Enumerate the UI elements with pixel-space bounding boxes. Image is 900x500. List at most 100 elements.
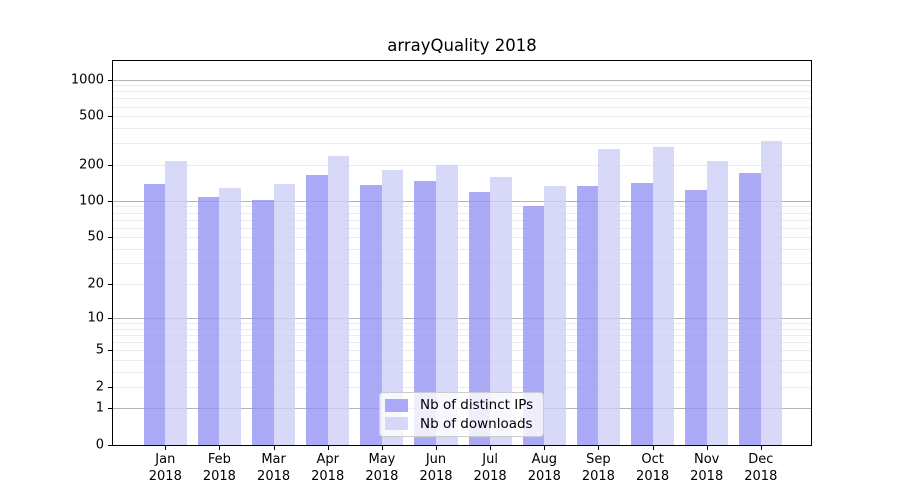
- legend-swatch-distinct-ips: [385, 398, 408, 412]
- x-tick-month-aug: Aug: [531, 452, 557, 467]
- bar-distinct-ips-aug: [522, 205, 545, 445]
- y-tick-mark-1: [108, 408, 113, 410]
- x-tick-label-oct: Oct 2018: [636, 452, 669, 485]
- y-tick-mark-5: [108, 350, 113, 352]
- gridline-major-10: [113, 318, 811, 320]
- x-tick-label-feb: Feb 2018: [203, 452, 236, 485]
- bar-downloads-jul: [490, 176, 512, 445]
- x-tick-mark-mar: [273, 446, 275, 450]
- y-tick-mark-200: [108, 164, 113, 166]
- y-tick-label-10: 10: [87, 310, 104, 326]
- gridline-minor-40: [113, 248, 811, 250]
- x-tick-label-jul: Jul 2018: [474, 452, 507, 485]
- x-tick-year-apr: 2018: [311, 468, 345, 484]
- x-tick-mark-jan: [165, 446, 167, 450]
- y-tick-label-20: 20: [87, 276, 104, 292]
- bar-distinct-ips-may: [360, 184, 382, 445]
- bar-distinct-ips-mar: [252, 199, 274, 445]
- x-tick-label-jun: Jun 2018: [419, 452, 452, 485]
- bar-downloads-may: [381, 170, 404, 445]
- x-tick-mark-oct: [652, 446, 654, 450]
- y-tick-label-5: 5: [95, 342, 104, 358]
- gridline-minor-700: [113, 98, 811, 100]
- x-tick-month-jan: Jan: [155, 452, 176, 467]
- x-tick-label-dec: Dec 2018: [744, 452, 777, 485]
- bars-layer: [113, 61, 811, 445]
- gridline-minor-500: [113, 116, 811, 118]
- x-tick-label-may: May 2018: [365, 452, 398, 485]
- legend-entry-downloads: Nb of downloads: [385, 416, 536, 432]
- chart-title: arrayQuality 2018: [387, 36, 537, 55]
- bar-distinct-ips-jun: [414, 181, 436, 445]
- y-tick-mark-500: [108, 116, 113, 118]
- x-tick-mark-aug: [544, 446, 546, 450]
- x-tick-label-nov: Nov 2018: [690, 452, 723, 485]
- gridline-major-100: [113, 200, 811, 202]
- legend-swatch-downloads: [385, 417, 408, 431]
- gridline-minor-60: [113, 227, 811, 229]
- legend-entry-distinct-ips: Nb of distinct IPs: [385, 397, 536, 413]
- x-tick-year-oct: 2018: [636, 468, 670, 484]
- bar-distinct-ips-jul: [468, 191, 491, 445]
- x-tick-mark-jul: [490, 446, 492, 450]
- bar-downloads-feb: [219, 187, 241, 445]
- x-tick-month-apr: Apr: [316, 452, 339, 467]
- gridline-minor-7: [113, 335, 811, 336]
- gridline-minor-20: [113, 283, 811, 285]
- bar-distinct-ips-sep: [576, 185, 599, 445]
- x-tick-year-mar: 2018: [257, 468, 291, 484]
- bar-downloads-sep: [598, 148, 620, 445]
- x-tick-mark-may: [381, 446, 383, 450]
- gridline-minor-70: [113, 219, 811, 221]
- x-tick-mark-apr: [327, 446, 329, 450]
- gridline-minor-9: [113, 323, 811, 325]
- y-tick-label-50: 50: [87, 229, 104, 245]
- gridline-major-1000: [113, 79, 811, 81]
- gridline-minor-200: [113, 164, 811, 166]
- bar-downloads-oct: [652, 146, 675, 445]
- gridline-minor-3: [113, 371, 811, 373]
- y-tick-mark-2: [108, 386, 113, 388]
- bar-downloads-aug: [544, 185, 566, 445]
- bar-downloads-jun: [436, 165, 458, 445]
- x-tick-year-nov: 2018: [690, 468, 724, 484]
- x-tick-year-feb: 2018: [202, 468, 236, 484]
- y-tick-label-1: 1: [95, 400, 104, 416]
- x-tick-mark-dec: [760, 446, 762, 450]
- x-tick-label-aug: Aug 2018: [528, 452, 561, 485]
- bar-distinct-ips-apr: [306, 174, 328, 445]
- gridline-minor-400: [113, 127, 811, 129]
- gridlines-layer: [113, 61, 811, 445]
- x-tick-month-may: May: [368, 452, 396, 467]
- y-tick-mark-100: [108, 200, 113, 202]
- y-tick-label-2: 2: [95, 379, 104, 395]
- x-tick-month-oct: Oct: [641, 452, 664, 467]
- bar-downloads-jan: [165, 161, 187, 445]
- x-tick-month-dec: Dec: [748, 452, 774, 467]
- bar-downloads-apr: [327, 156, 350, 445]
- gridline-minor-600: [113, 106, 811, 108]
- bar-downloads-dec: [760, 141, 783, 445]
- x-tick-month-mar: Mar: [261, 452, 286, 467]
- x-tick-year-may: 2018: [365, 468, 399, 484]
- x-tick-mark-jun: [436, 446, 437, 450]
- x-tick-year-dec: 2018: [744, 468, 778, 484]
- x-tick-mark-nov: [706, 446, 708, 450]
- x-tick-mark-sep: [598, 446, 600, 450]
- gridline-minor-900: [113, 85, 811, 87]
- plot-area: Nb of distinct IPs Nb of downloads: [112, 60, 812, 446]
- gridline-minor-80: [113, 212, 811, 214]
- x-tick-label-apr: Apr 2018: [311, 452, 344, 485]
- bar-distinct-ips-nov: [685, 190, 707, 445]
- gridline-minor-6: [113, 342, 811, 344]
- x-tick-label-sep: Sep 2018: [582, 452, 615, 485]
- x-tick-year-jul: 2018: [473, 468, 507, 484]
- gridline-minor-2: [113, 386, 811, 388]
- legend-label-downloads: Nb of downloads: [420, 415, 533, 432]
- bar-distinct-ips-feb: [197, 197, 220, 445]
- y-tick-mark-0: [108, 445, 113, 446]
- gridline-minor-50: [113, 237, 811, 238]
- legend-label-distinct-ips: Nb of distinct IPs: [420, 397, 534, 414]
- y-tick-label-500: 500: [79, 108, 104, 124]
